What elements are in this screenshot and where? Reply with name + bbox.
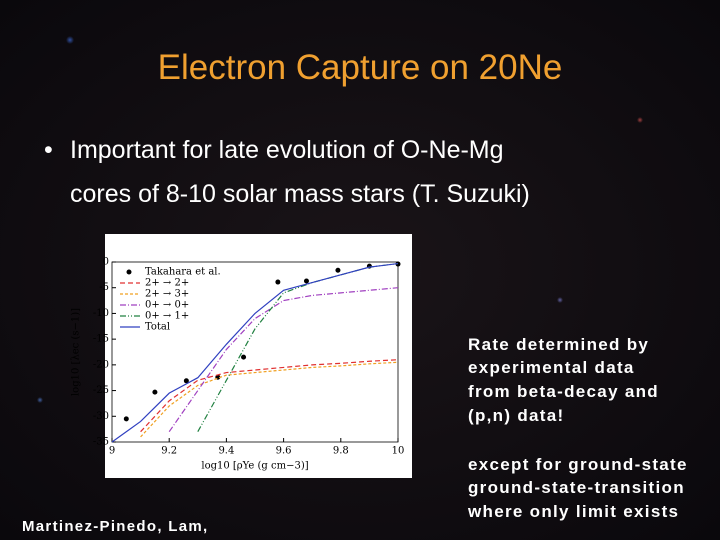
figure-background xyxy=(105,234,412,478)
note-line: Rate determined by xyxy=(468,335,650,354)
data-point xyxy=(275,279,281,285)
legend-label: Total xyxy=(145,322,170,333)
legend-label: 0+ → 0+ xyxy=(145,300,189,311)
data-point xyxy=(152,389,158,395)
bullet-line: cores of 8-10 solar mass stars (T. Suzuk… xyxy=(70,180,530,208)
x-tick-label: 10 xyxy=(392,446,405,457)
credit: Martinez-Pinedo, Lam, xyxy=(22,518,209,535)
data-point xyxy=(123,416,129,422)
slide-title: Electron Capture on 20Ne xyxy=(157,48,563,87)
series-line xyxy=(140,361,399,438)
y-tick-label: -10 xyxy=(93,308,109,319)
data-point xyxy=(303,278,309,284)
data-point xyxy=(241,354,247,360)
legend-label: 2+ → 3+ xyxy=(145,289,189,300)
note-line: experimental data xyxy=(468,358,635,377)
x-tick-label: 9.4 xyxy=(218,446,234,457)
note-line: from beta-decay and xyxy=(468,382,659,401)
y-tick-label: -15 xyxy=(93,334,109,345)
bullet-line: Important for late evolution of O-Ne-Mg xyxy=(70,136,504,164)
y-tick-label: -25 xyxy=(93,385,109,396)
data-point xyxy=(335,267,341,273)
y-tick-label: -20 xyxy=(93,359,109,370)
x-tick-label: 9.8 xyxy=(333,446,349,457)
x-tick-label: 9 xyxy=(109,446,115,457)
series-line xyxy=(111,262,399,443)
x-tick-label: 9.2 xyxy=(161,446,177,457)
note-line: except for ground-state xyxy=(468,455,688,474)
x-axis-label: log10 [ρYe (g cm−3)] xyxy=(201,461,308,472)
y-tick-label: -35 xyxy=(93,437,109,448)
legend-label: 0+ → 1+ xyxy=(145,311,189,322)
plot-frame xyxy=(111,261,399,443)
note-line: where only limit exists xyxy=(468,502,680,521)
y-tick-label: -5 xyxy=(99,282,109,293)
y-tick-label: 0 xyxy=(103,257,109,268)
series-line xyxy=(140,359,399,433)
y-axis-label: log10 [λec (s−1)] xyxy=(71,308,82,396)
note-line: (p,n) data! xyxy=(468,406,565,425)
series-line xyxy=(168,287,399,433)
y-tick-label: -30 xyxy=(93,411,109,422)
note-line: ground-state-transition xyxy=(468,478,685,497)
legend-marker xyxy=(126,269,132,275)
data-point xyxy=(183,378,189,384)
x-tick-label: 9.6 xyxy=(276,446,292,457)
bullet: • xyxy=(44,136,53,164)
legend-label: 2+ → 2+ xyxy=(145,278,189,289)
legend-label: Takahara et al. xyxy=(145,267,221,278)
